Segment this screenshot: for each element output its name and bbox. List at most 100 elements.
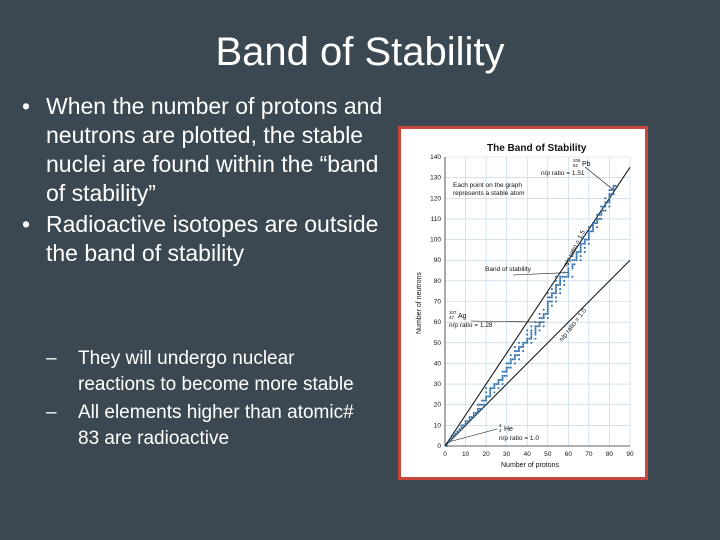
- bullet-item: Radioactive isotopes are outside the ban…: [18, 210, 388, 268]
- points-note-line: Each point on the graph: [453, 182, 522, 189]
- stable-point: [571, 259, 574, 262]
- stable-point: [526, 341, 529, 344]
- x-tick-label: 30: [503, 451, 511, 458]
- stable-point: [483, 399, 485, 402]
- slide-title: Band of Stability: [215, 30, 505, 74]
- x-tick-label: 50: [544, 451, 552, 458]
- stable-point: [598, 213, 601, 216]
- stable-point: [497, 379, 500, 381]
- stable-point: [530, 325, 533, 328]
- stable-point: [583, 238, 586, 241]
- stable-point: [594, 222, 596, 224]
- stable-point: [544, 312, 547, 315]
- stable-point: [571, 267, 574, 270]
- band-of-stability-chart: 0 10 20 30 40 50 60 70 80 90 0 10 20 30 40 50 60 70 80 90 10…: [416, 143, 634, 469]
- stable-point: [499, 379, 502, 381]
- stable-point: [575, 253, 578, 255]
- stable-point: [540, 321, 543, 324]
- ag-pointer: [470, 320, 542, 323]
- stable-point: [555, 296, 557, 299]
- stable-point: [485, 403, 488, 406]
- stable-point: [604, 203, 607, 206]
- stable-point: [608, 195, 611, 198]
- stable-point: [559, 279, 562, 282]
- stable-point: [542, 315, 545, 317]
- chart-grid: [444, 156, 631, 447]
- stable-point: [507, 362, 510, 365]
- stable-point: [546, 302, 549, 305]
- chart-axes: 0 10 20 30 40 50 60 70 80 90 0 10 20 30 40 50 60 70 80 90 10…: [430, 154, 634, 458]
- ag-ratio: n/p ratio = 1.28: [449, 322, 493, 329]
- stable-point: [460, 428, 463, 431]
- y-tick-label: 20: [434, 402, 442, 409]
- stable-point: [458, 430, 461, 433]
- stable-point: [546, 292, 549, 295]
- stable-point: [530, 333, 533, 336]
- stable-point: [464, 420, 467, 423]
- stable-point: [526, 337, 529, 340]
- stable-point: [600, 213, 603, 216]
- stable-point: [546, 304, 549, 307]
- x-tick-label: 20: [482, 451, 490, 458]
- stable-point: [579, 242, 582, 245]
- he-pointer: [449, 428, 498, 443]
- stable-point: [489, 395, 492, 398]
- stable-point: [485, 387, 488, 390]
- stable-point: [596, 226, 599, 229]
- stable-point: [604, 201, 607, 204]
- stable-point: [528, 337, 531, 340]
- stable-point: [581, 242, 584, 245]
- stable-point: [555, 275, 557, 278]
- y-tick-label: 60: [434, 319, 442, 326]
- stable-point: [534, 337, 537, 340]
- stable-point: [487, 395, 490, 398]
- stable-point: [509, 362, 512, 365]
- ratio-1-5-label: n/p ratio = 1.5: [563, 229, 588, 268]
- stable-point: [587, 238, 590, 241]
- stable-point: [550, 300, 553, 303]
- ag-atomic: 47: [449, 315, 455, 320]
- stable-point: [559, 288, 562, 291]
- stable-point: [509, 366, 512, 369]
- stable-point: [567, 271, 570, 274]
- sub-bullet-list: They will undergo nuclear reactions to b…: [46, 346, 376, 454]
- stable-point: [585, 238, 588, 241]
- stable-point: [567, 269, 570, 272]
- stable-point: [604, 205, 607, 208]
- stable-point: [505, 374, 508, 377]
- y-tick-label: 90: [434, 257, 442, 264]
- stable-point: [567, 263, 570, 266]
- y-tick-label: 110: [431, 216, 442, 223]
- stable-point: [612, 189, 615, 191]
- he-symbol: He: [504, 426, 513, 433]
- stable-point: [546, 296, 549, 299]
- stable-point: [538, 312, 541, 315]
- stable-point: [513, 362, 516, 365]
- y-tick-label: 40: [434, 360, 442, 367]
- stable-point: [555, 286, 557, 288]
- stable-point: [579, 259, 582, 262]
- stable-point: [520, 346, 522, 348]
- stable-point: [493, 387, 496, 390]
- stable-point: [530, 331, 533, 334]
- stable-point: [524, 341, 527, 344]
- stable-point: [542, 308, 545, 311]
- x-tick-label: 40: [524, 451, 532, 458]
- stable-point: [559, 292, 562, 295]
- stable-point: [546, 312, 549, 315]
- stable-point: [614, 185, 617, 187]
- stable-point: [503, 370, 506, 373]
- stable-point: [458, 428, 461, 431]
- band-of-stability-label: Band of stability: [485, 266, 532, 273]
- stable-point: [596, 222, 599, 224]
- he-annotation: 4 2 He n/p ratio = 1.0: [499, 423, 539, 442]
- stable-point: [575, 251, 578, 253]
- stable-point: [501, 379, 504, 381]
- stable-point: [476, 410, 479, 412]
- stable-point: [561, 275, 564, 278]
- stable-point: [513, 350, 516, 352]
- stable-point: [550, 304, 553, 307]
- stable-point: [536, 325, 539, 328]
- stable-point: [583, 242, 586, 245]
- stable-point: [526, 333, 529, 336]
